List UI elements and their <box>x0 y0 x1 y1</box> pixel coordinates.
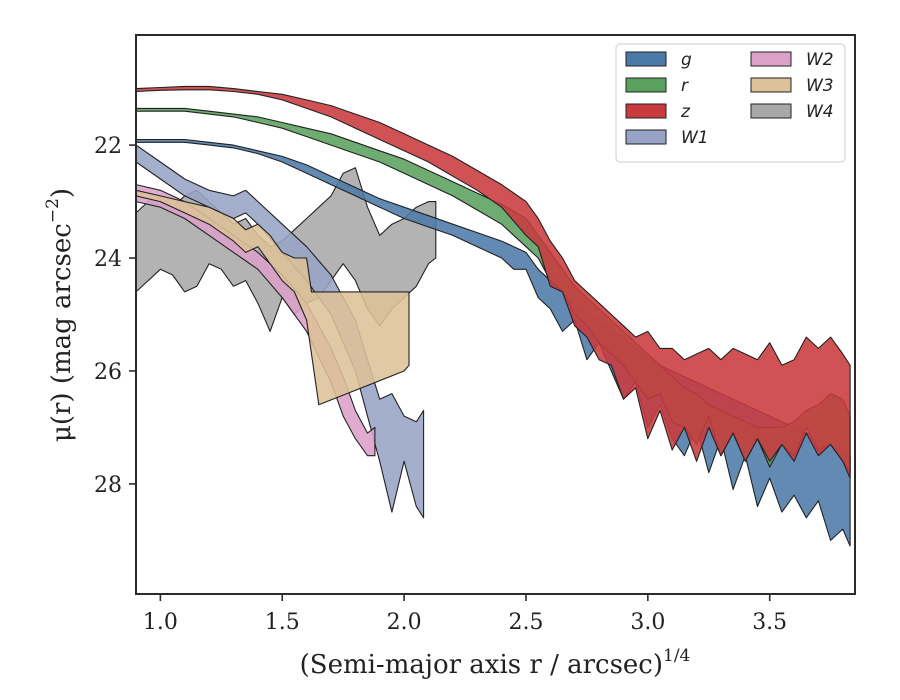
legend-swatch-w3 <box>750 77 792 93</box>
x-axis: 1.0 1.5 2.0 2.5 3.0 3.5 <box>143 594 787 635</box>
y-tick-label: 22 <box>94 134 122 159</box>
legend-swatch-w2 <box>750 51 792 67</box>
y-axis-label-text: μ(r) (mag arcsec <box>47 223 77 442</box>
x-tick-label: 1.5 <box>265 610 300 635</box>
y-tick-label: 24 <box>94 247 122 272</box>
legend-label-w1: W1 <box>681 128 709 148</box>
x-axis-label-text: (Semi-major axis r / arcsec) <box>300 650 663 680</box>
y-axis: 22 24 26 28 <box>94 134 136 498</box>
y-tick-label: 28 <box>94 473 122 498</box>
legend-label-w3: W3 <box>806 76 834 96</box>
legend-swatch-w4 <box>750 103 792 119</box>
plot-frame <box>135 34 856 595</box>
legend-label-z: z <box>680 102 691 122</box>
x-axis-label-power: 1/4 <box>663 646 690 666</box>
y-axis-label-close: ) <box>47 188 77 198</box>
series-band-z <box>136 85 851 479</box>
series-layer <box>136 85 851 547</box>
legend-label-r: r <box>681 76 689 96</box>
y-axis-label: μ(r) (mag arcsec−2) <box>43 188 77 442</box>
x-axis-label: (Semi-major axis r / arcsec)1/4 <box>300 646 691 680</box>
series-band-w3 <box>136 189 410 406</box>
legend-swatch-r <box>625 77 667 93</box>
legend-swatch-w1 <box>625 129 667 145</box>
x-tick-label: 2.5 <box>508 610 543 635</box>
legend-label-g: g <box>681 50 692 70</box>
legend-box <box>615 43 846 163</box>
x-tick-label: 3.5 <box>752 610 787 635</box>
y-axis-label-power: −2 <box>43 198 63 223</box>
series-band-g <box>136 138 851 547</box>
x-tick-label: 3.0 <box>630 610 665 635</box>
legend-entries: grz W1 W2 W3 W4 <box>625 50 834 148</box>
x-tick-label: 1.0 <box>143 610 178 635</box>
legend-label-w2: W2 <box>806 50 834 70</box>
legend-swatch-g <box>625 51 667 67</box>
legend-swatch-z <box>625 103 667 119</box>
series-band-w1 <box>136 144 425 519</box>
legend: grz W1 W2 W3 W4 <box>615 43 846 163</box>
x-tick-label: 2.0 <box>387 610 422 635</box>
y-tick-label: 26 <box>94 360 122 385</box>
legend-label-w4: W4 <box>806 102 834 122</box>
